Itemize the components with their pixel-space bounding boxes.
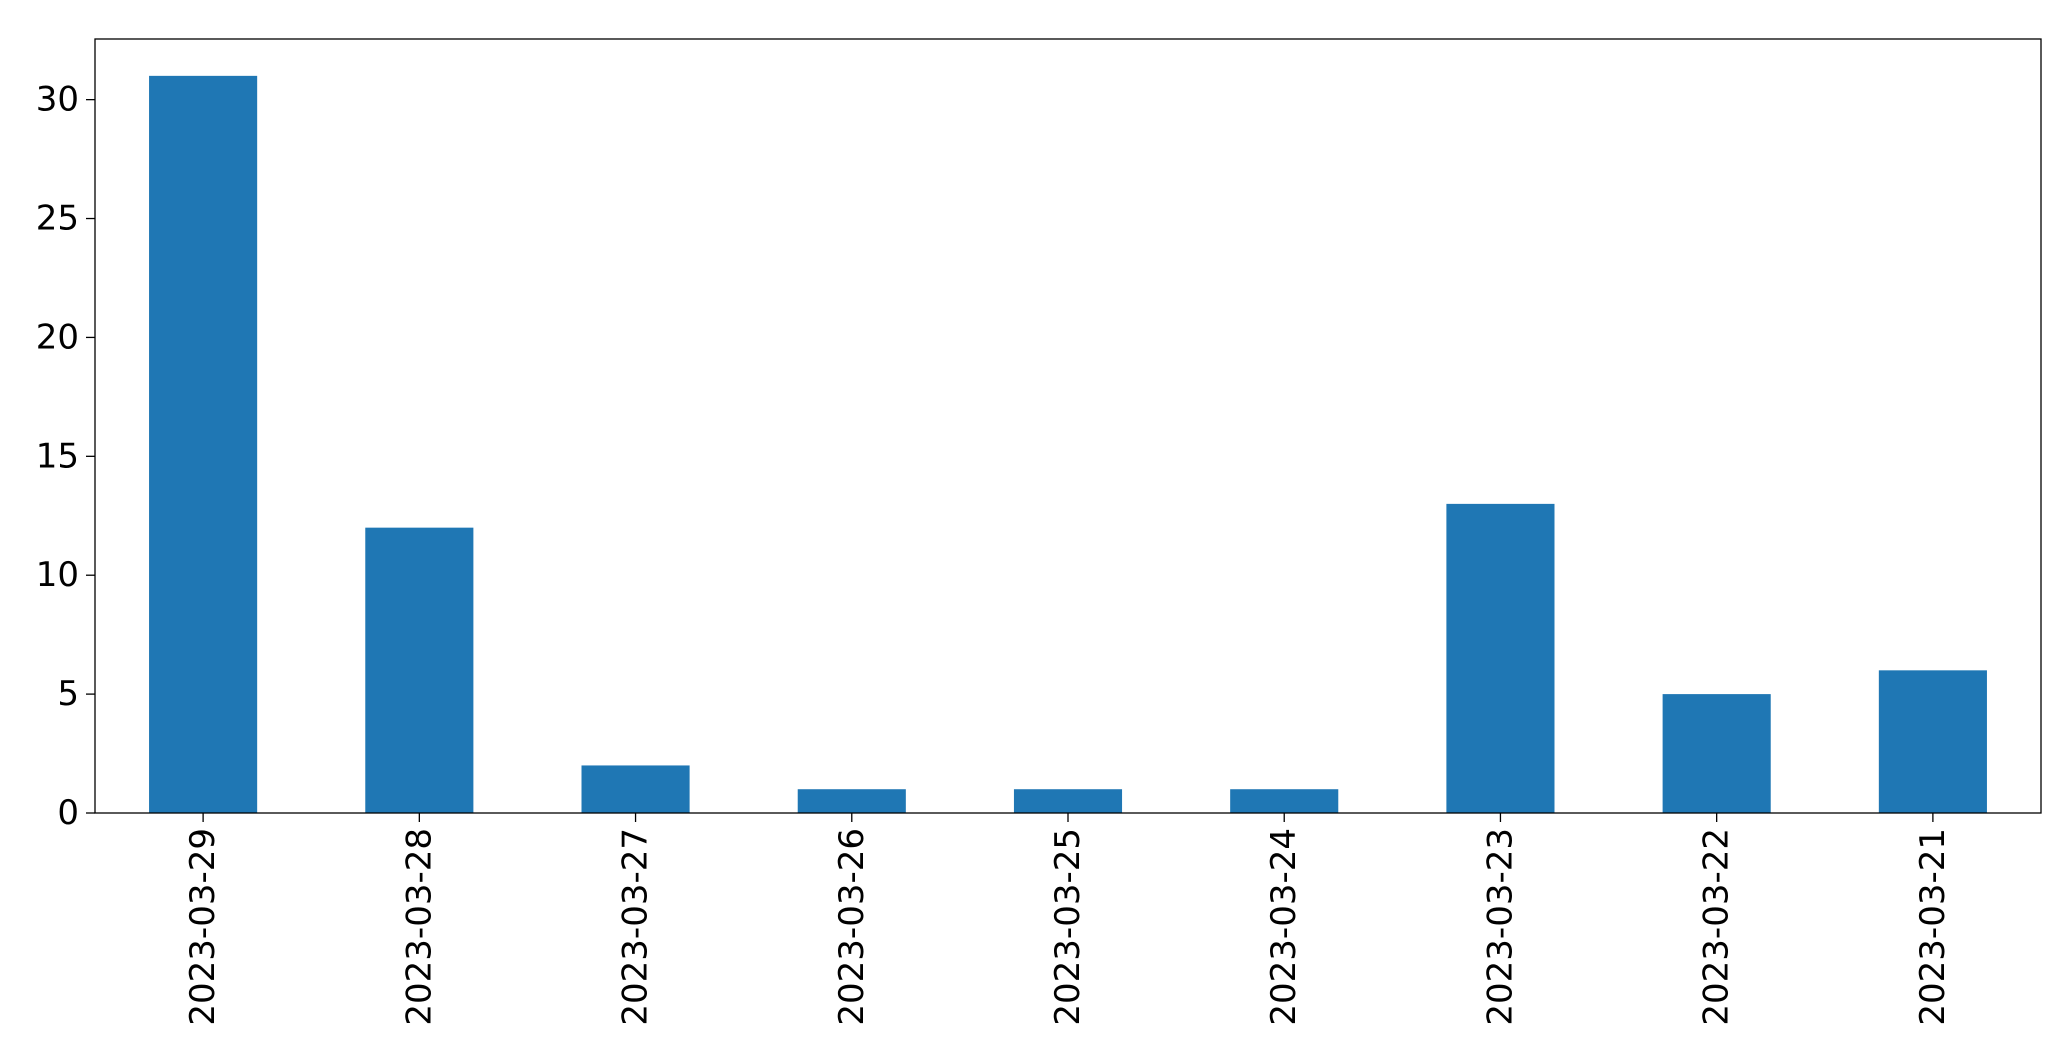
- bar-2023-03-26: [797, 789, 906, 813]
- plot-frame: [94, 38, 2042, 814]
- y-tick-label: 20: [36, 317, 79, 357]
- x-tick-label: 2023-03-21: [1913, 828, 1953, 1026]
- y-tick-label: 25: [36, 199, 79, 239]
- bar-2023-03-25: [1013, 789, 1123, 813]
- bar-2023-03-24: [1230, 789, 1339, 813]
- bar-2023-03-22: [1662, 694, 1771, 813]
- x-tick-label: 2023-03-29: [183, 828, 223, 1026]
- x-tick-label: 2023-03-24: [1264, 828, 1304, 1026]
- bar-2023-03-29: [149, 75, 258, 814]
- y-axis: 0 5 10 15 20 25 30: [36, 80, 95, 833]
- x-tick-label: 2023-03-26: [832, 828, 872, 1026]
- x-tick-label: 2023-03-25: [1048, 828, 1088, 1026]
- bar-2023-03-28: [365, 527, 474, 813]
- bar-2023-03-27: [581, 765, 690, 813]
- x-axis: 2023-03-29 2023-03-28 2023-03-27 2023-03-26…: [183, 813, 1953, 1026]
- y-tick-label: 5: [57, 674, 79, 714]
- y-tick-label: 15: [36, 436, 79, 476]
- y-tick-label: 30: [36, 80, 79, 120]
- y-tick-label: 10: [36, 555, 79, 595]
- y-tick-label: 0: [57, 793, 79, 833]
- bar-2023-03-23: [1446, 503, 1555, 813]
- bar-2023-03-21: [1878, 670, 1987, 813]
- x-tick-label: 2023-03-22: [1697, 828, 1737, 1026]
- x-tick-label: 2023-03-27: [616, 828, 656, 1026]
- bars: [149, 75, 1987, 814]
- x-tick-label: 2023-03-23: [1480, 828, 1520, 1026]
- x-tick-label: 2023-03-28: [399, 828, 439, 1026]
